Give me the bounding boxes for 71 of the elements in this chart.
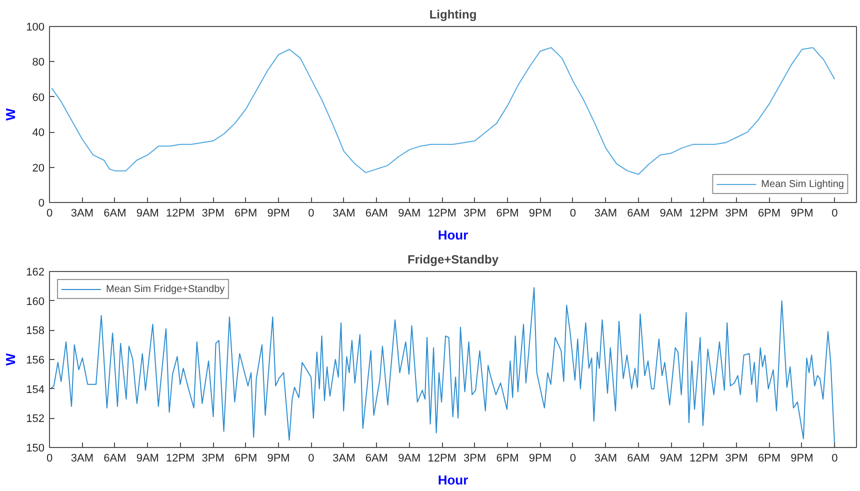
x-tick-label: 0 bbox=[46, 208, 53, 220]
legend-label: Mean Sim Lighting bbox=[761, 178, 844, 190]
x-tick-label: 6AM bbox=[104, 452, 126, 464]
x-tick-label: 6PM bbox=[758, 452, 781, 464]
x-tick-label: 9AM bbox=[398, 208, 421, 220]
x-tick-label: 3AM bbox=[70, 208, 94, 220]
y-tick-label: 150 bbox=[26, 442, 45, 454]
x-tick-label: 6AM bbox=[365, 208, 388, 220]
x-tick-label: 3AM bbox=[70, 452, 94, 464]
y-tick-label: 158 bbox=[26, 325, 45, 338]
x-tick-label: 9AM bbox=[660, 208, 682, 220]
y-tick-label: 40 bbox=[32, 127, 45, 140]
x-tick-label: 9PM bbox=[528, 452, 552, 464]
x-tick-label: 9AM bbox=[136, 208, 159, 220]
x-tick-label: 3PM bbox=[725, 452, 748, 464]
x-tick-label: 0 bbox=[832, 452, 838, 464]
x-tick-label: 3PM bbox=[464, 208, 486, 220]
y-tick-label: 156 bbox=[26, 354, 45, 366]
x-tick-label: 9PM bbox=[790, 452, 814, 464]
x-tick-label: 6PM bbox=[496, 452, 519, 464]
x-tick-label: 12PM bbox=[428, 452, 456, 464]
x-tick-label: 9PM bbox=[528, 208, 552, 220]
y-tick-label: 162 bbox=[26, 266, 45, 278]
y-tick-label: 154 bbox=[26, 384, 45, 396]
x-tick-label: 3PM bbox=[464, 452, 486, 464]
x-tick-label: 9PM bbox=[267, 208, 290, 220]
x-tick-label: 0 bbox=[46, 452, 53, 464]
y-tick-label: 20 bbox=[32, 162, 45, 174]
x-tick-label: 9AM bbox=[660, 452, 682, 464]
x-tick-label: 9PM bbox=[267, 452, 290, 464]
x-tick-label: 6PM bbox=[496, 208, 519, 220]
y-tick-label: 60 bbox=[32, 92, 45, 104]
x-tick-label: 12PM bbox=[166, 452, 195, 464]
x-tick-label: 6AM bbox=[627, 208, 650, 220]
y-axis-title: W bbox=[3, 108, 18, 121]
x-tick-label: 0 bbox=[308, 452, 314, 464]
x-tick-label: 3PM bbox=[725, 208, 748, 220]
x-tick-label: 12PM bbox=[166, 208, 195, 220]
x-tick-label: 9PM bbox=[790, 208, 814, 220]
x-tick-label: 3AM bbox=[332, 208, 356, 220]
x-tick-label: 3PM bbox=[202, 208, 224, 220]
x-tick-label: 3PM bbox=[202, 452, 224, 464]
legend-label: Mean Sim Fridge+Standby bbox=[106, 283, 225, 295]
x-tick-label: 6PM bbox=[234, 452, 258, 464]
x-tick-label: 9AM bbox=[398, 452, 421, 464]
x-tick-label: 6AM bbox=[365, 452, 388, 464]
x-tick-label: 3AM bbox=[594, 208, 617, 220]
x-tick-label: 12PM bbox=[689, 208, 718, 220]
x-tick-label: 3AM bbox=[594, 452, 617, 464]
chart-title: Fridge+Standby bbox=[407, 252, 499, 266]
x-tick-label: 12PM bbox=[428, 208, 456, 220]
x-tick-label: 0 bbox=[832, 208, 838, 220]
x-tick-label: 3AM bbox=[332, 452, 356, 464]
x-tick-label: 12PM bbox=[689, 452, 718, 464]
x-tick-label: 0 bbox=[308, 208, 314, 220]
y-tick-label: 152 bbox=[26, 413, 45, 426]
chart-title: Lighting bbox=[429, 8, 477, 22]
x-tick-label: 6AM bbox=[104, 208, 126, 220]
y-axis-title: W bbox=[3, 352, 18, 366]
y-tick-label: 0 bbox=[38, 198, 45, 210]
x-tick-label: 6PM bbox=[758, 208, 781, 220]
x-axis-title: Hour bbox=[438, 472, 468, 488]
x-tick-label: 6PM bbox=[234, 208, 258, 220]
x-tick-label: 6AM bbox=[627, 452, 650, 464]
y-tick-label: 80 bbox=[32, 56, 45, 69]
x-tick-label: 0 bbox=[570, 452, 576, 464]
x-tick-label: 0 bbox=[570, 208, 576, 220]
x-tick-label: 9AM bbox=[136, 452, 159, 464]
x-axis-title: Hour bbox=[438, 228, 468, 242]
y-tick-label: 100 bbox=[26, 22, 45, 34]
y-tick-label: 160 bbox=[26, 296, 45, 308]
